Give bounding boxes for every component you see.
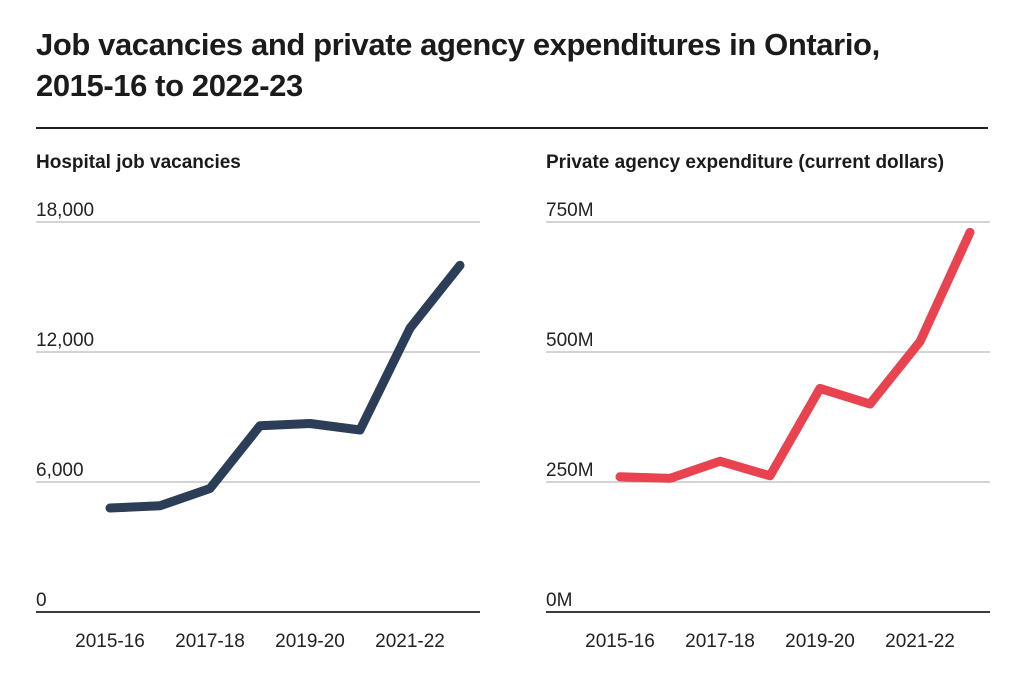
vacancies-chart-plot: 0 6,000 12,000 18,000 2015-16 2017-18 2019-20 2… (36, 200, 480, 652)
y-tick-label: 500M (546, 330, 594, 351)
expenditure-chart: Private agency expenditure (current doll… (546, 151, 990, 672)
x-tick-label: 2017-18 (175, 631, 245, 652)
page-title-line2: 2015-16 to 2022-23 (36, 68, 303, 103)
charts-row: Hospital job vacancies 0 6,000 12,000 18,00… (36, 151, 990, 672)
vacancies-chart: Hospital job vacancies 0 6,000 12,000 18,00… (36, 151, 480, 672)
page-title-line1: Job vacancies and private agency expendi… (36, 27, 880, 62)
y-tick-label: 12,000 (36, 330, 94, 351)
page-title: Job vacancies and private agency expendi… (36, 24, 988, 106)
y-tick-label: 6,000 (36, 460, 84, 481)
y-tick-label: 250M (546, 460, 594, 481)
x-tick-label: 2017-18 (685, 631, 755, 652)
y-tick-label: 0M (546, 590, 572, 611)
x-tick-label: 2015-16 (585, 631, 655, 652)
title-divider (36, 127, 988, 129)
x-tick-label: 2015-16 (75, 631, 145, 652)
data-line (615, 227, 975, 483)
data-line (105, 260, 465, 513)
y-tick-label: 18,000 (36, 200, 94, 221)
y-tick-label: 0 (36, 590, 47, 611)
expenditure-chart-title: Private agency expenditure (current doll… (546, 152, 945, 173)
x-tick-label: 2021-22 (375, 631, 445, 652)
x-tick-label: 2019-20 (785, 631, 855, 652)
vacancies-chart-title: Hospital job vacancies (36, 152, 241, 173)
x-tick-label: 2019-20 (275, 631, 345, 652)
expenditure-chart-plot: 0M 250M 500M 750M 2015-16 2017-18 2019-20 2021-… (546, 200, 990, 652)
y-tick-label: 750M (546, 200, 594, 221)
x-tick-label: 2021-22 (885, 631, 955, 652)
